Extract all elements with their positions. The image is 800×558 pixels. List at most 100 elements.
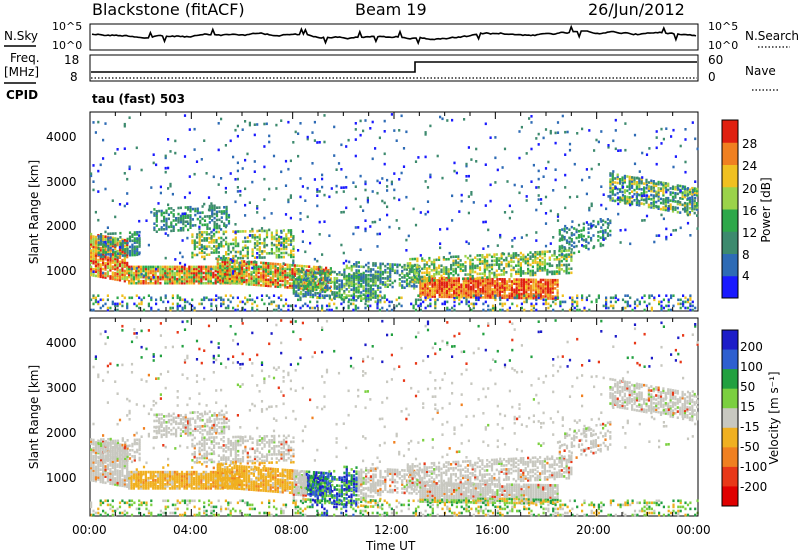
data-cell: [232, 307, 234, 310]
data-cell: [208, 237, 210, 240]
power-cbar-tick-20: 20: [742, 182, 757, 196]
data-cell: [244, 159, 246, 162]
data-cell: [295, 131, 297, 134]
data-cell: [312, 269, 314, 272]
data-cell: [355, 283, 357, 286]
data-cell: [600, 204, 602, 207]
data-cell: [501, 273, 503, 276]
data-cell: [343, 190, 345, 193]
data-cell: [216, 211, 218, 214]
data-cell: [348, 261, 350, 264]
data-cell: [259, 242, 261, 245]
data-cell: [202, 218, 204, 221]
data-cell: [697, 148, 699, 151]
data-cell: [485, 123, 487, 126]
data-cell: [481, 276, 483, 279]
data-cell: [497, 169, 499, 172]
data-cell: [600, 220, 602, 223]
data-cell: [215, 266, 217, 269]
data-cell: [449, 309, 451, 312]
data-cell: [453, 309, 455, 312]
data-cell: [196, 160, 198, 163]
data-cell: [468, 301, 470, 304]
data-cell: [218, 297, 220, 300]
data-cell: [117, 256, 119, 259]
data-cell: [189, 303, 191, 306]
data-cell: [672, 305, 674, 308]
data-cell: [404, 286, 406, 289]
data-cell: [377, 295, 379, 298]
data-cell: [319, 266, 321, 269]
data-cell: [186, 220, 188, 223]
data-cell: [535, 231, 537, 234]
data-cell: [208, 209, 210, 212]
data-cell: [689, 211, 691, 214]
data-cell: [499, 278, 501, 281]
data-cell: [228, 214, 230, 217]
data-cell: [663, 299, 665, 302]
data-cell: [198, 266, 200, 269]
data-cell: [687, 214, 689, 217]
data-cell: [516, 278, 518, 281]
data-cell: [451, 294, 453, 297]
data-cell: [609, 195, 611, 198]
data-cell: [104, 303, 106, 306]
data-cell: [138, 307, 140, 310]
data-cell: [487, 305, 489, 308]
data-cell: [248, 273, 250, 276]
data-cell: [453, 305, 455, 308]
data-cell: [230, 294, 232, 297]
data-cell: [153, 208, 155, 211]
data-cell: [388, 305, 390, 308]
data-cell: [499, 282, 501, 285]
data-cell: [234, 223, 236, 226]
data-cell: [153, 222, 155, 225]
data-cell: [656, 163, 658, 166]
data-cell: [311, 162, 313, 165]
data-cell: [322, 282, 324, 285]
data-cell: [379, 137, 381, 140]
data-cell: [684, 307, 686, 310]
data-cell: [352, 309, 354, 312]
data-cell: [258, 265, 260, 268]
power-colorbar-segment: [722, 231, 738, 254]
data-cell: [576, 132, 578, 135]
data-cell: [409, 258, 411, 261]
data-cell: [273, 301, 275, 304]
data-cell: [446, 119, 448, 122]
data-cell: [445, 278, 447, 281]
data-cell: [449, 252, 451, 255]
data-cell: [502, 309, 504, 312]
data-cell: [364, 189, 366, 192]
data-cell: [213, 176, 215, 179]
data-cell: [493, 272, 495, 275]
data-cell: [331, 291, 333, 294]
data-cell: [674, 200, 676, 203]
data-cell: [463, 118, 465, 121]
data-cell: [237, 125, 239, 128]
data-cell: [450, 264, 452, 267]
data-cell: [372, 158, 374, 161]
data-cell: [310, 287, 312, 290]
data-cell: [482, 221, 484, 224]
data-cell: [215, 294, 217, 297]
data-cell: [105, 251, 107, 254]
data-cell: [323, 194, 325, 197]
data-cell: [446, 307, 448, 310]
data-cell: [282, 284, 284, 287]
data-cell: [670, 233, 672, 236]
data-cell: [107, 233, 109, 236]
data-cell: [384, 130, 386, 133]
data-cell: [114, 303, 116, 306]
data-cell: [415, 224, 417, 227]
data-cell: [568, 264, 570, 267]
data-cell: [224, 273, 226, 276]
data-cell: [92, 268, 94, 271]
data-cell: [557, 279, 559, 282]
data-cell: [564, 301, 566, 304]
data-cell: [696, 214, 698, 217]
data-cell: [505, 263, 507, 266]
data-cell: [232, 243, 234, 246]
data-cell: [665, 228, 667, 231]
data-cell: [236, 268, 238, 271]
